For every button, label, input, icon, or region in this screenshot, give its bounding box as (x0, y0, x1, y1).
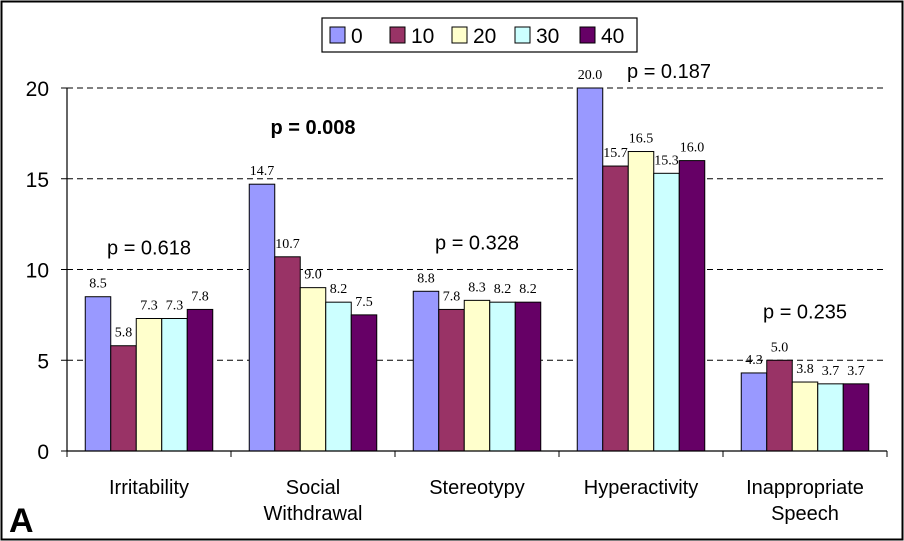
bar (412, 290, 440, 452)
legend-swatch (329, 26, 346, 44)
p-value-annotation: p = 0.618 (107, 238, 191, 260)
annotations: p = 0.618 p = 0.008 p = 0.328 p = 0.187 p = … (107, 61, 847, 323)
data-label: 5.8 (115, 326, 133, 341)
x-tick-label: Hyperactivity (584, 477, 698, 499)
data-label: 7.8 (191, 289, 209, 304)
x-tick-label: Irritability (109, 477, 189, 499)
bar (350, 314, 378, 452)
bar (274, 256, 301, 452)
bar (489, 301, 516, 452)
bar (627, 151, 655, 452)
bar (135, 318, 163, 452)
bar (248, 183, 276, 452)
legend-label: 30 (536, 25, 559, 48)
data-label: 8.2 (519, 282, 537, 297)
data-label: 3.7 (822, 364, 840, 379)
data-label: 16.0 (680, 141, 705, 156)
data-label: 4.3 (745, 353, 763, 368)
data-label: 9.0 (304, 268, 322, 283)
data-label: 20.0 (578, 68, 603, 83)
legend-label: 10 (411, 25, 434, 48)
bar (161, 318, 188, 452)
x-tick-label: Social Withdrawal (264, 477, 363, 525)
x-tick-label: Stereotypy (429, 477, 525, 499)
data-label: 3.8 (796, 362, 814, 377)
data-label: 3.7 (847, 364, 865, 379)
data-labels: 8.5 14.7 8.8 20.0 4.3 5.8 10.7 7.8 15.7 5.0 7.3 9.0… (89, 68, 865, 379)
legend-swatch (514, 26, 531, 44)
bar (438, 308, 465, 452)
y-tick-label: 5 (37, 350, 49, 373)
bar (602, 165, 629, 452)
legend-swatch (389, 26, 406, 44)
data-label: 10.7 (275, 237, 300, 252)
bar (84, 296, 112, 452)
bar (325, 301, 352, 452)
x-tick-label: Inappropriate Speech (746, 477, 864, 525)
bar (186, 308, 214, 452)
data-label: 7.3 (140, 299, 158, 314)
y-tick-label: 0 (37, 441, 49, 464)
legend-swatch (451, 26, 468, 44)
bar (791, 381, 819, 452)
y-tick-label: 15 (26, 169, 49, 192)
data-label: 8.5 (89, 277, 107, 292)
axes: 0 5 10 15 20 Irritability Social Withdrawal Ster… (26, 78, 888, 525)
legend-swatch (579, 26, 596, 44)
p-value-annotation: p = 0.235 (763, 301, 847, 323)
data-label: 7.3 (166, 299, 184, 314)
bar (817, 383, 844, 452)
data-label: 15.7 (603, 146, 628, 161)
bar (463, 299, 491, 452)
data-label: 7.5 (355, 295, 373, 310)
data-label: 14.7 (250, 164, 275, 179)
data-label: 8.8 (417, 271, 435, 286)
bar (678, 160, 706, 452)
bar (740, 372, 768, 452)
y-tick-label: 20 (26, 78, 49, 101)
data-label: 5.0 (771, 340, 789, 355)
data-label: 7.8 (443, 289, 461, 304)
legend: 0 10 20 30 40 (321, 17, 638, 53)
legend-label: 40 (601, 25, 624, 48)
bar (110, 345, 137, 452)
bar (842, 383, 870, 452)
data-label: 8.3 (468, 280, 486, 295)
legend-label: 0 (351, 25, 363, 48)
bar (766, 359, 793, 452)
bar (653, 172, 680, 452)
bars (84, 87, 870, 452)
data-label: 15.3 (654, 153, 679, 168)
legend-label: 20 (473, 25, 496, 48)
data-label: 8.2 (330, 282, 348, 297)
data-label: 16.5 (629, 132, 654, 147)
p-value-annotation: p = 0.008 (270, 117, 355, 139)
bar (576, 87, 604, 452)
bar (514, 301, 542, 452)
y-tick-label: 10 (26, 260, 49, 283)
data-label: 8.2 (494, 282, 512, 297)
panel-label: A (9, 502, 34, 540)
p-value-annotation: p = 0.328 (435, 232, 519, 254)
p-value-annotation: p = 0.187 (627, 61, 711, 83)
bar (299, 287, 327, 452)
